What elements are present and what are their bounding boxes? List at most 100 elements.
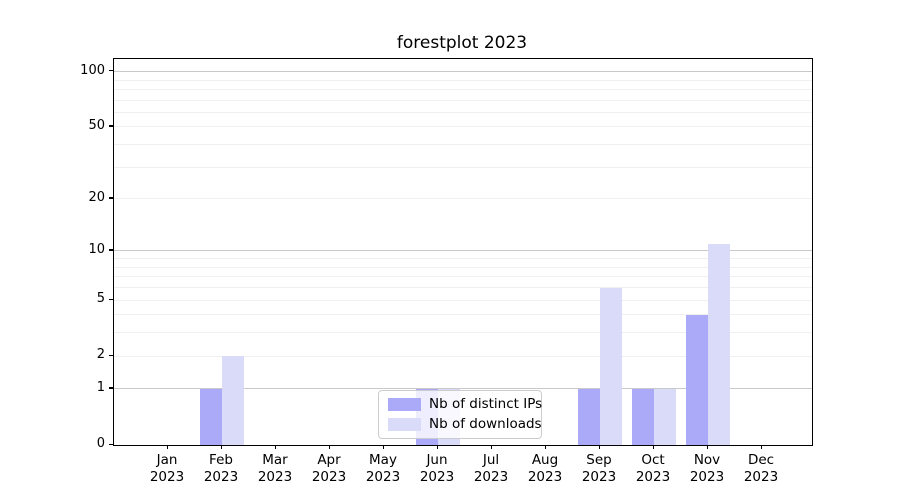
legend-swatch-distinct-ips xyxy=(388,398,421,411)
gridline-minor xyxy=(114,355,812,357)
x-tick-label: Apr 2023 xyxy=(294,452,364,486)
x-tick-label-year: 2023 xyxy=(581,469,617,485)
x-tick-mark xyxy=(436,445,438,449)
gridline-minor xyxy=(114,79,812,81)
bar-downloads-feb xyxy=(222,356,244,445)
gridline-major xyxy=(114,250,812,252)
y-tick-label: 100 xyxy=(80,62,105,78)
bar-downloads-sep xyxy=(600,287,622,445)
x-tick-mark xyxy=(598,445,600,449)
x-tick-label-month: Jul xyxy=(482,452,500,468)
y-tick-label: 0 xyxy=(96,436,105,451)
gridline-minor xyxy=(114,314,812,316)
x-tick-mark xyxy=(382,445,384,449)
gridline-minor xyxy=(114,111,812,113)
x-tick-label-month: Dec xyxy=(747,452,775,468)
legend-item-downloads: Nb of downloads xyxy=(388,417,542,432)
x-tick-label: Nov 2023 xyxy=(672,452,742,486)
x-tick-label-month: Jun xyxy=(426,452,448,468)
y-tick-label: 1 xyxy=(96,379,105,395)
x-tick-label-year: 2023 xyxy=(743,469,779,485)
x-tick-mark xyxy=(328,445,330,449)
x-tick-mark xyxy=(544,445,546,449)
x-tick-label: Jun 2023 xyxy=(402,452,472,486)
x-tick-label: Mar 2023 xyxy=(240,452,310,486)
x-tick-label: Aug 2023 xyxy=(510,452,580,486)
legend-item-distinct-ips: Nb of distinct IPs xyxy=(388,397,542,412)
gridline-minor xyxy=(114,287,812,289)
bar-distinct-ips-feb xyxy=(200,388,222,445)
gridline-minor xyxy=(114,166,812,168)
legend-label-downloads: Nb of downloads xyxy=(429,416,542,432)
x-tick-mark xyxy=(220,445,222,449)
y-tick-label: 5 xyxy=(96,291,105,307)
x-tick-label-month: Sep xyxy=(586,452,612,468)
x-tick-label-month: Feb xyxy=(209,452,233,468)
gridline-minor xyxy=(114,99,812,101)
bar-distinct-ips-oct xyxy=(632,388,654,445)
x-tick-label-month: May xyxy=(369,452,397,468)
x-tick-label-year: 2023 xyxy=(365,469,401,485)
legend-label-distinct-ips: Nb of distinct IPs xyxy=(429,396,543,412)
bar-distinct-ips-sep xyxy=(578,388,600,445)
x-tick-mark xyxy=(760,445,762,449)
x-tick-label-year: 2023 xyxy=(473,469,509,485)
gridline-minor xyxy=(114,299,812,301)
gridline-minor xyxy=(114,126,812,128)
x-tick-mark xyxy=(706,445,708,449)
gridline-minor xyxy=(114,332,812,334)
y-tick-mark xyxy=(109,249,113,251)
x-tick-label-month: Aug xyxy=(531,452,559,468)
y-tick-label: 10 xyxy=(88,241,105,257)
x-tick-label: Sep 2023 xyxy=(564,452,634,486)
gridline-minor xyxy=(114,266,812,268)
x-tick-label-year: 2023 xyxy=(689,469,725,485)
x-tick-label-month: Nov xyxy=(693,452,721,468)
y-tick-mark xyxy=(109,298,113,300)
x-tick-mark xyxy=(166,445,168,449)
y-tick-label: 2 xyxy=(96,347,105,363)
x-tick-label: Dec 2023 xyxy=(726,452,796,486)
chart-title: forestplot 2023 xyxy=(396,33,528,53)
gridline-major xyxy=(114,71,812,73)
plot-area xyxy=(113,58,813,446)
y-tick-mark xyxy=(109,443,113,445)
y-tick-mark xyxy=(109,354,113,356)
x-tick-mark xyxy=(490,445,492,449)
gridline-minor xyxy=(114,144,812,146)
y-tick-mark xyxy=(109,197,113,199)
x-tick-label-month: Jan xyxy=(156,452,178,468)
y-tick-mark xyxy=(109,70,113,72)
y-tick-mark xyxy=(109,387,113,389)
x-tick-label: Jul 2023 xyxy=(456,452,526,486)
gridline-minor xyxy=(114,198,812,200)
legend-swatch-downloads xyxy=(388,418,421,431)
x-tick-label: Oct 2023 xyxy=(618,452,688,486)
bar-downloads-oct xyxy=(654,388,676,445)
y-tick-label: 20 xyxy=(88,189,105,205)
x-tick-mark xyxy=(274,445,276,449)
x-tick-label-month: Mar xyxy=(262,452,288,468)
x-tick-mark xyxy=(652,445,654,449)
gridline-minor xyxy=(114,258,812,260)
x-tick-label-year: 2023 xyxy=(149,469,185,485)
x-tick-label: Jan 2023 xyxy=(132,452,202,486)
gridline-minor xyxy=(114,276,812,278)
x-tick-label-year: 2023 xyxy=(635,469,671,485)
x-tick-label-year: 2023 xyxy=(311,469,347,485)
x-tick-label-year: 2023 xyxy=(203,469,239,485)
bar-distinct-ips-nov xyxy=(686,314,708,445)
x-tick-label-month: Apr xyxy=(317,452,341,468)
bar-downloads-nov xyxy=(708,243,730,445)
y-tick-mark xyxy=(109,125,113,127)
x-tick-label-year: 2023 xyxy=(419,469,455,485)
y-tick-label: 50 xyxy=(88,117,105,133)
legend: Nb of distinct IPs Nb of downloads xyxy=(378,390,542,439)
x-tick-label-month: Oct xyxy=(641,452,665,468)
gridline-major xyxy=(114,388,812,390)
x-tick-label-year: 2023 xyxy=(527,469,563,485)
x-tick-label-year: 2023 xyxy=(257,469,293,485)
gridline-minor xyxy=(114,88,812,90)
x-tick-label: Feb 2023 xyxy=(186,452,256,486)
